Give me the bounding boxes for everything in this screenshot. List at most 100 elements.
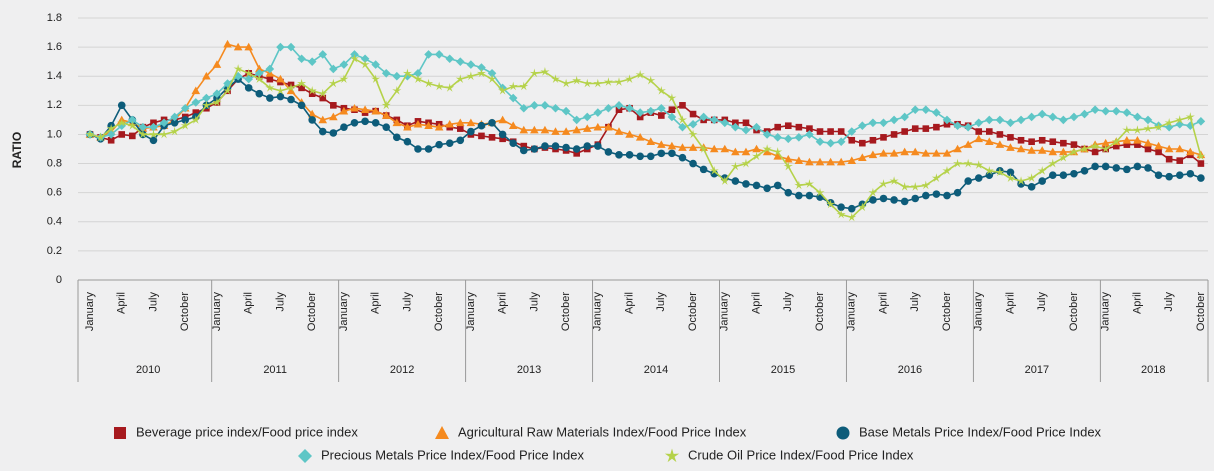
marker: [148, 129, 159, 139]
marker: [805, 191, 814, 200]
marker: [679, 102, 686, 109]
marker: [1027, 183, 1036, 191]
marker: [910, 105, 920, 114]
marker: [816, 128, 824, 135]
marker: [403, 137, 412, 146]
marker: [986, 128, 993, 135]
marker: [329, 129, 338, 137]
marker: [181, 116, 190, 124]
marker: [667, 112, 677, 122]
marker: [244, 42, 253, 51]
legend-label: Base Metals Price Index/Food Price Index: [859, 424, 1102, 439]
marker: [911, 194, 920, 203]
marker: [202, 93, 211, 103]
marker: [837, 128, 845, 135]
y-tick-label: 0.6: [47, 187, 62, 199]
marker: [519, 146, 528, 155]
marker: [128, 115, 137, 125]
marker: [604, 103, 613, 113]
marker: [1175, 171, 1184, 179]
marker: [457, 125, 464, 132]
legend-label: Crude Oil Price Index/Food Price Index: [688, 447, 914, 462]
marker: [1017, 136, 1025, 144]
marker: [127, 120, 137, 130]
marker: [688, 119, 698, 129]
marker: [783, 161, 793, 171]
marker: [414, 145, 422, 153]
series: [86, 75, 1205, 213]
marker: [297, 78, 307, 88]
marker: [413, 119, 423, 128]
marker: [952, 158, 963, 168]
marker: [456, 136, 465, 145]
marker: [1048, 171, 1057, 179]
marker: [434, 122, 444, 131]
marker: [1122, 125, 1132, 134]
marker: [858, 121, 867, 131]
marker: [879, 149, 888, 157]
marker: [1027, 173, 1037, 182]
marker: [456, 57, 465, 66]
marker: [615, 151, 623, 159]
marker: [201, 100, 211, 110]
marker: [668, 106, 676, 113]
y-tick-label: 1.0: [47, 128, 62, 140]
marker: [699, 112, 708, 122]
marker: [371, 106, 380, 115]
marker: [889, 176, 899, 185]
marker: [868, 118, 878, 128]
series: [85, 53, 1206, 222]
marker: [922, 191, 930, 200]
marker: [900, 182, 910, 191]
marker: [349, 53, 360, 63]
marker: [1197, 174, 1205, 182]
marker: [488, 134, 496, 141]
marker: [1164, 118, 1174, 127]
marker: [434, 50, 444, 59]
x-group-label: 2015: [771, 364, 795, 376]
marker: [508, 121, 518, 130]
x-group-label: 2018: [1141, 364, 1165, 376]
marker: [900, 112, 909, 122]
marker: [1122, 108, 1132, 117]
marker: [561, 127, 571, 135]
marker: [1143, 115, 1153, 125]
marker: [297, 54, 306, 64]
marker: [212, 97, 222, 107]
x-group-label: 2010: [136, 364, 160, 376]
marker: [1058, 152, 1068, 162]
marker: [1112, 164, 1121, 172]
marker: [1111, 136, 1121, 146]
marker: [847, 212, 857, 222]
marker: [900, 197, 909, 206]
marker: [1101, 162, 1110, 171]
marker: [478, 132, 485, 140]
y-tick-label: 0.4: [47, 216, 62, 228]
legend-label: Beverage price index/Food price index: [136, 424, 358, 439]
marker: [636, 113, 644, 121]
marker: [340, 123, 348, 131]
marker: [423, 78, 434, 88]
marker: [656, 85, 666, 95]
marker: [943, 191, 951, 200]
marker: [806, 125, 813, 132]
x-tick-label: January: [211, 292, 223, 332]
marker: [170, 112, 179, 122]
marker: [963, 158, 973, 168]
marker: [646, 152, 655, 161]
marker: [604, 148, 613, 156]
marker: [858, 153, 867, 162]
series: [85, 39, 1206, 166]
x-tick-label: April: [1004, 292, 1016, 314]
marker: [1185, 112, 1195, 121]
x-tick-label: January: [84, 292, 96, 332]
marker: [582, 124, 592, 132]
x-group-label: 2011: [263, 364, 287, 376]
marker: [816, 193, 824, 201]
marker: [880, 134, 887, 141]
marker: [922, 125, 930, 132]
marker: [593, 122, 603, 131]
marker: [1196, 117, 1206, 126]
marker: [868, 187, 878, 197]
series: [85, 42, 1206, 148]
